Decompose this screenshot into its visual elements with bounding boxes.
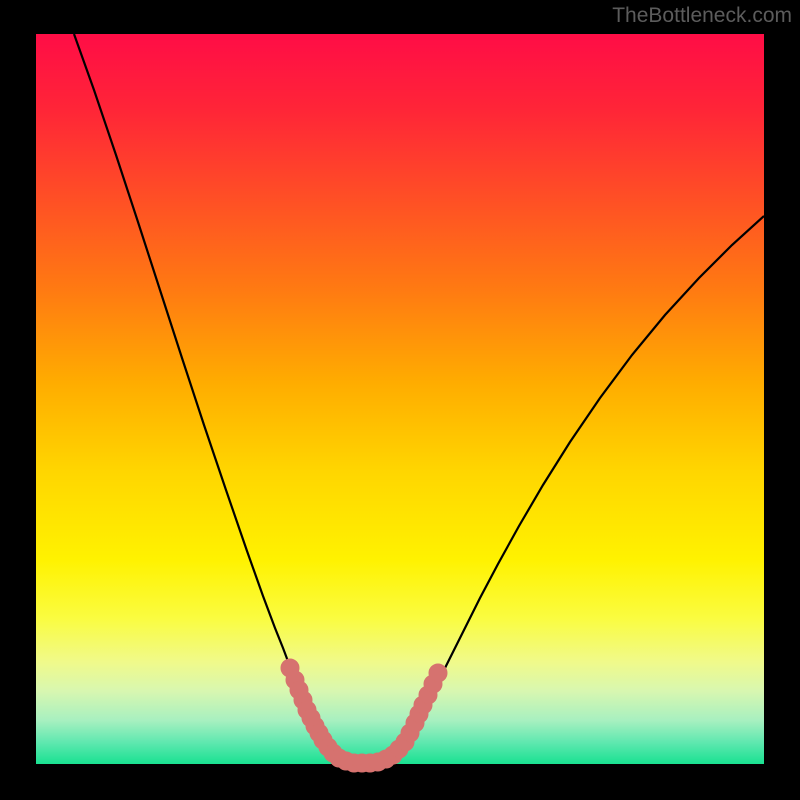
curve-marker — [429, 664, 447, 682]
bottleneck-chart — [0, 0, 800, 800]
plot-area — [36, 34, 764, 764]
watermark-text: TheBottleneck.com — [612, 4, 792, 28]
